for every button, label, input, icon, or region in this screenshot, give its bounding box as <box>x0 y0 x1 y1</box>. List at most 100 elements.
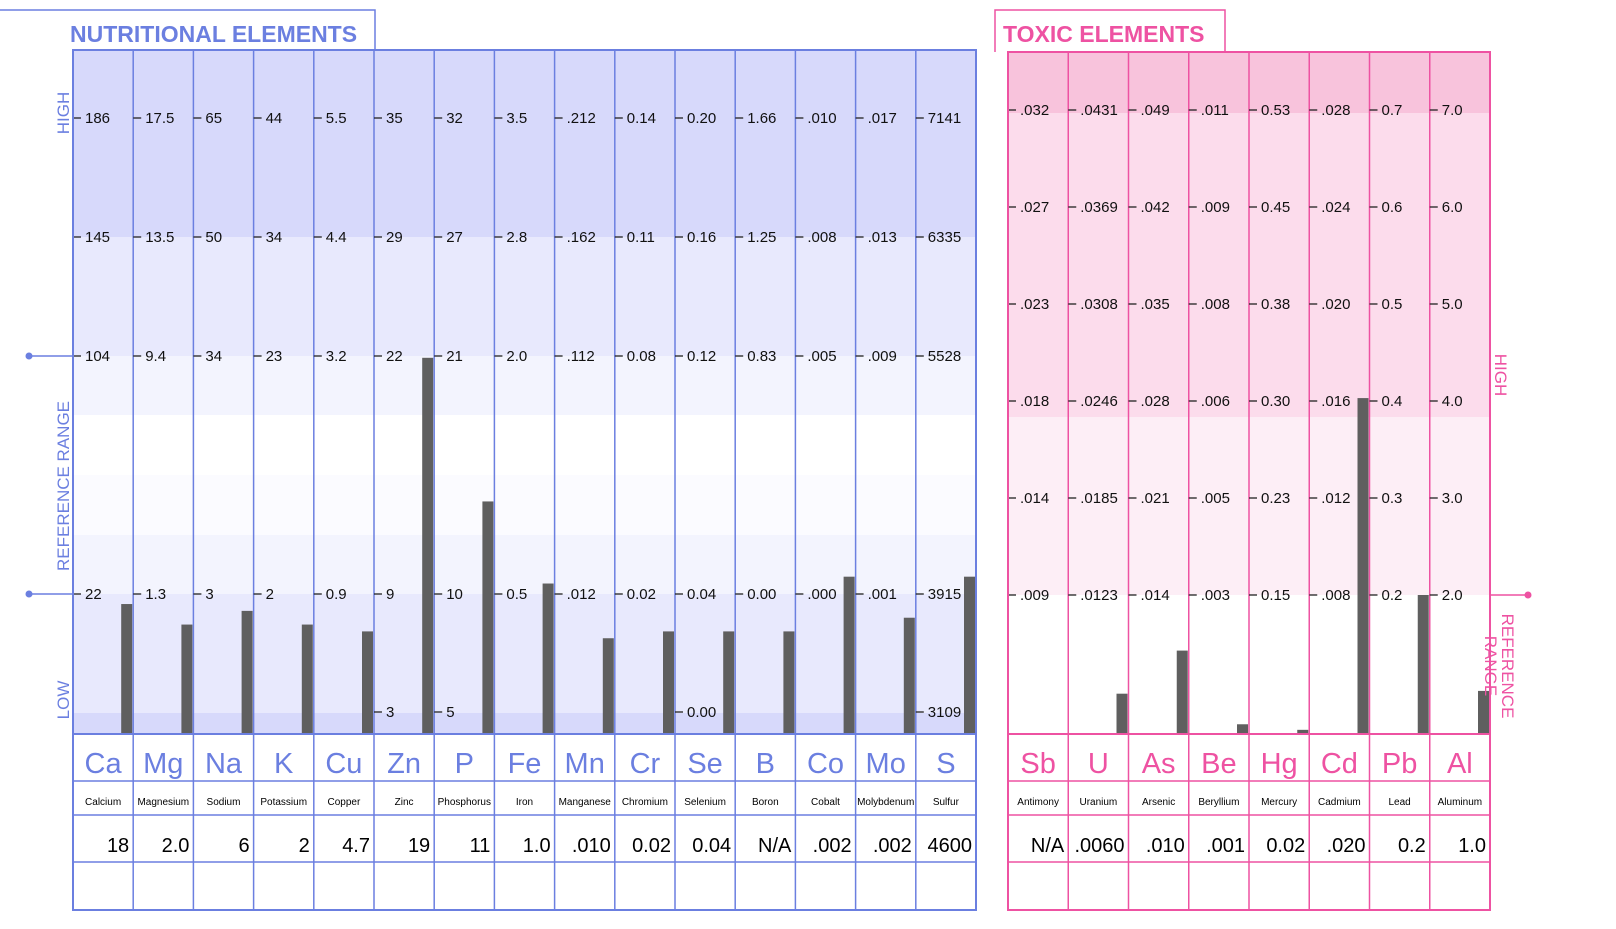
nutritional-title: NUTRITIONAL ELEMENTS <box>70 21 357 47</box>
tick-label-hg-1: 0.45 <box>1261 199 1290 216</box>
tick-label-u-3: .0246 <box>1080 393 1118 410</box>
tox-frame <box>1007 51 1491 911</box>
tick-label-as-3: .028 <box>1141 393 1170 410</box>
tick-label-pb-4: 0.3 <box>1382 490 1403 507</box>
tick-label-fe-upper: 2.8 <box>506 229 527 246</box>
name-s: Sulfur <box>933 797 960 808</box>
symbol-k: K <box>274 748 294 780</box>
bar-be <box>1237 724 1248 734</box>
result-co: .002 <box>813 835 852 857</box>
chart-frames <box>0 9 1491 911</box>
tick-label-na-upper: 50 <box>205 229 222 246</box>
result-cr: 0.02 <box>632 835 671 857</box>
tick-label-k-ref_high: 23 <box>266 348 283 365</box>
nut-band-bottom <box>73 713 976 734</box>
tick-label-as-4: .021 <box>1141 490 1170 507</box>
nutritional-grid <box>132 50 917 910</box>
tick-label-cu-high: 5.5 <box>326 110 347 127</box>
tick-label-mo-high: .017 <box>868 110 897 127</box>
tick-label-be-0: .011 <box>1201 102 1229 119</box>
tox-ref-marker-dot <box>1524 591 1532 599</box>
nut-frame <box>72 49 977 911</box>
symbol-al: Al <box>1447 748 1473 780</box>
result-p: 11 <box>470 835 491 857</box>
tick-label-co-ref_high: .005 <box>807 348 836 365</box>
bar-p <box>482 501 494 734</box>
toxic-side-high: HIGH <box>1491 354 1510 397</box>
tick-label-zn-low: 3 <box>386 704 394 721</box>
symbol-sb: Sb <box>1020 748 1055 780</box>
tick-label-be-3: .006 <box>1201 393 1230 410</box>
tick-label-be-4: .005 <box>1201 490 1230 507</box>
nut-band-ref-1 <box>73 415 976 475</box>
symbol-as: As <box>1142 748 1176 780</box>
tick-label-al-4: 3.0 <box>1442 490 1463 507</box>
result-cd: .020 <box>1327 835 1366 857</box>
name-hg: Mercury <box>1261 797 1297 808</box>
tick-label-cd-0: .028 <box>1321 102 1350 119</box>
name-mo: Molybdenum <box>857 797 914 808</box>
tick-label-ca-ref_high: 104 <box>85 348 110 365</box>
bar-pb <box>1417 595 1429 734</box>
nut-band-upper <box>73 237 976 356</box>
bar-mn <box>602 638 614 734</box>
tick-label-p-ref_high: 21 <box>446 348 463 365</box>
tick-label-hg-5: 0.15 <box>1261 587 1290 604</box>
tick-label-mg-high: 17.5 <box>145 110 174 127</box>
tick-label-s-ref_high: 5528 <box>928 348 961 365</box>
toxic-table: Sb Antimony N/A U Uranium .0060 As Arsenic .010 B… <box>1008 748 1490 863</box>
nutritional-bars <box>121 357 975 734</box>
symbol-mo: Mo <box>866 748 906 780</box>
bar-cr <box>663 631 674 734</box>
result-s: 4600 <box>928 835 973 857</box>
tick-label-be-1: .009 <box>1201 199 1230 216</box>
tick-label-be-2: .008 <box>1201 296 1230 313</box>
result-be: .001 <box>1206 835 1245 857</box>
tick-label-al-0: 7.0 <box>1442 102 1463 119</box>
tick-label-s-upper: 6335 <box>928 229 961 246</box>
nut-band-high <box>73 50 976 237</box>
tick-label-p-ref_low: 10 <box>446 586 463 603</box>
tick-label-hg-2: 0.38 <box>1261 296 1290 313</box>
result-mg: 2.0 <box>162 835 190 857</box>
name-as: Arsenic <box>1142 797 1175 808</box>
name-b: Boron <box>752 797 779 808</box>
bar-zn <box>422 357 434 734</box>
result-al: 1.0 <box>1458 835 1486 857</box>
tick-label-k-ref_low: 2 <box>266 586 274 603</box>
nut-band-ref-bottom <box>73 535 976 594</box>
tick-label-p-upper: 27 <box>446 229 463 246</box>
tick-label-cr-ref_low: 0.02 <box>627 586 656 603</box>
tick-label-mo-upper: .013 <box>868 229 897 246</box>
tick-label-k-high: 44 <box>266 110 283 127</box>
name-u: Uranium <box>1079 797 1117 808</box>
tick-label-zn-ref_low: 9 <box>386 586 394 603</box>
name-al: Aluminum <box>1438 797 1482 808</box>
tick-label-b-ref_low: 0.00 <box>747 586 776 603</box>
tox-tab-border <box>994 9 1226 52</box>
tick-label-se-high: 0.20 <box>687 110 716 127</box>
tick-label-hg-4: 0.23 <box>1261 490 1290 507</box>
tick-label-ca-ref_low: 22 <box>85 586 102 603</box>
result-u: .0060 <box>1074 835 1124 857</box>
symbol-fe: Fe <box>508 748 542 780</box>
nut-band-ref-2 <box>73 475 976 535</box>
symbol-p: P <box>455 748 474 780</box>
symbol-zn: Zn <box>387 748 421 780</box>
bar-u <box>1116 693 1128 734</box>
result-sb: N/A <box>1031 835 1065 857</box>
tick-label-s-ref_low: 3915 <box>928 586 961 603</box>
tick-label-be-5: .003 <box>1201 587 1230 604</box>
result-as: .010 <box>1146 835 1185 857</box>
tick-label-as-1: .042 <box>1141 199 1170 216</box>
symbol-co: Co <box>807 748 844 780</box>
toxic-grid <box>1067 52 1431 910</box>
symbol-mg: Mg <box>143 748 183 780</box>
tick-label-mn-ref_high: .112 <box>567 348 595 365</box>
bar-b <box>783 631 795 734</box>
tick-label-ca-high: 186 <box>85 110 110 127</box>
name-pb: Lead <box>1389 797 1411 808</box>
tick-label-mn-high: .212 <box>567 110 596 127</box>
tick-label-cr-upper: 0.11 <box>627 229 655 246</box>
